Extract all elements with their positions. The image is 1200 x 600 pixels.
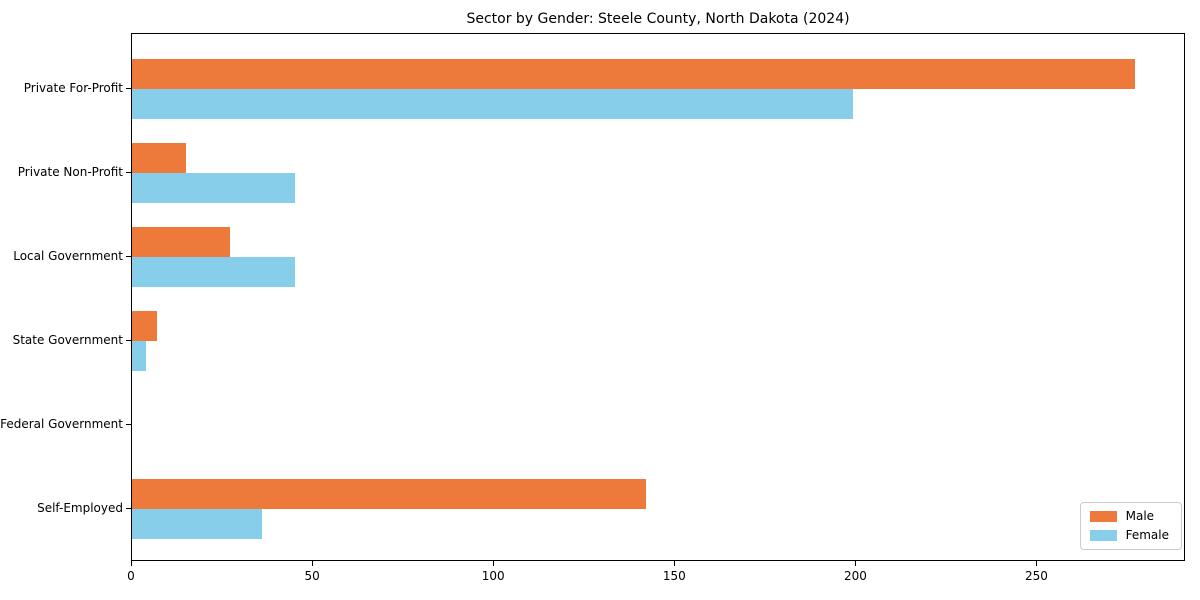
x-tick-mark bbox=[493, 561, 495, 566]
y-category-label-private-non-profit: Private Non-Profit bbox=[17, 165, 123, 179]
bar-self-employed-male bbox=[132, 479, 647, 509]
legend-label-male: Male bbox=[1125, 509, 1155, 523]
y-category-label-federal-government: Federal Government bbox=[0, 417, 123, 431]
x-tick-mark bbox=[674, 561, 676, 566]
y-tick-mark bbox=[126, 424, 131, 425]
y-tick-mark bbox=[126, 508, 131, 509]
x-tick-mark bbox=[131, 561, 132, 566]
chart-title: Sector by Gender: Steele County, North D… bbox=[466, 11, 850, 27]
bar-state-government-male bbox=[132, 311, 158, 341]
legend-item-male: Male bbox=[1089, 509, 1169, 523]
x-tick-label: 100 bbox=[481, 569, 505, 583]
bar-state-government-female bbox=[132, 341, 147, 371]
y-tick-mark bbox=[126, 340, 131, 341]
x-tick-label: 200 bbox=[843, 569, 867, 583]
y-tick-mark bbox=[126, 256, 131, 257]
legend: Male Female bbox=[1079, 502, 1182, 550]
bar-private-for-profit-female bbox=[132, 89, 853, 119]
bar-private-non-profit-female bbox=[132, 173, 295, 203]
plot-area bbox=[131, 33, 1185, 561]
bar-private-for-profit-male bbox=[132, 59, 1136, 89]
y-category-label-private-for-profit: Private For-Profit bbox=[23, 81, 123, 95]
bar-self-employed-female bbox=[132, 509, 263, 539]
x-tick-label: 250 bbox=[1025, 569, 1048, 583]
x-tick-label: 0 bbox=[127, 569, 135, 583]
y-tick-mark bbox=[126, 88, 131, 89]
x-tick-label: 50 bbox=[304, 569, 320, 583]
y-category-label-local-government: Local Government bbox=[13, 249, 123, 263]
bar-local-government-male bbox=[132, 227, 230, 257]
y-category-label-state-government: State Government bbox=[12, 333, 123, 347]
y-category-label-self-employed: Self-Employed bbox=[37, 501, 123, 515]
bar-local-government-female bbox=[132, 257, 295, 287]
legend-swatch-female bbox=[1089, 530, 1117, 541]
x-tick-label: 150 bbox=[662, 569, 686, 583]
y-tick-mark bbox=[126, 172, 131, 173]
legend-swatch-male bbox=[1089, 511, 1117, 522]
bar-private-non-profit-male bbox=[132, 143, 187, 173]
legend-item-female: Female bbox=[1089, 528, 1169, 542]
x-tick-mark bbox=[312, 561, 314, 566]
x-tick-mark bbox=[855, 561, 857, 566]
x-tick-mark bbox=[1036, 561, 1038, 566]
legend-label-female: Female bbox=[1125, 528, 1169, 542]
